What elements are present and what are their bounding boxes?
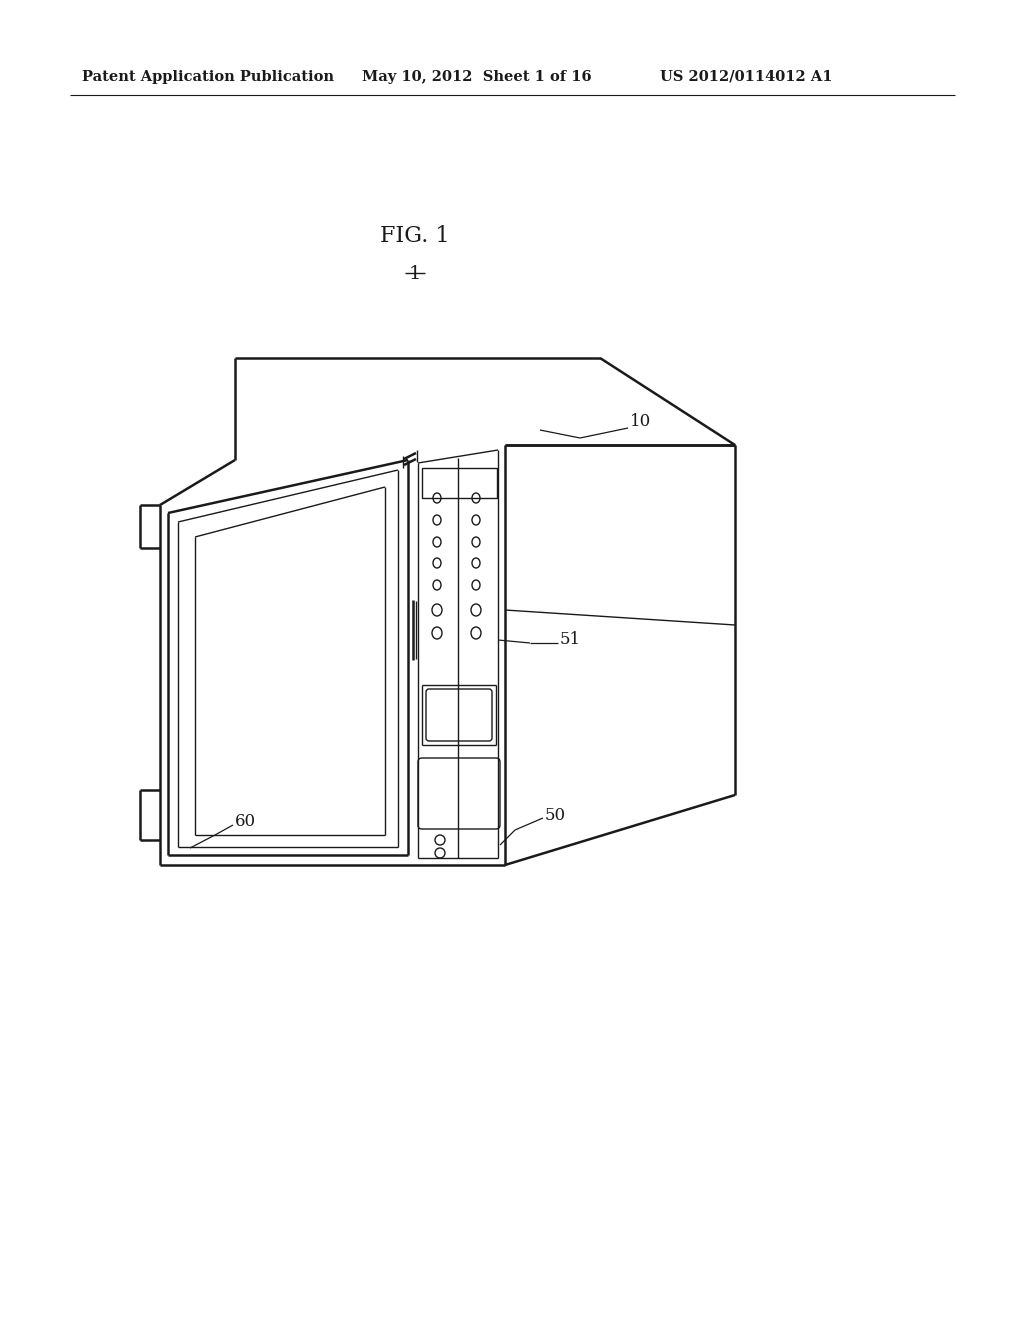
Text: US 2012/0114012 A1: US 2012/0114012 A1 xyxy=(660,70,833,84)
Text: 1: 1 xyxy=(409,265,421,282)
Text: 60: 60 xyxy=(234,813,256,830)
Bar xyxy=(422,469,497,498)
Text: 50: 50 xyxy=(545,807,566,824)
Text: May 10, 2012  Sheet 1 of 16: May 10, 2012 Sheet 1 of 16 xyxy=(362,70,592,84)
Text: FIG. 1: FIG. 1 xyxy=(380,224,450,247)
Text: 10: 10 xyxy=(630,413,651,430)
Text: 51: 51 xyxy=(560,631,582,648)
Text: Patent Application Publication: Patent Application Publication xyxy=(82,70,334,84)
